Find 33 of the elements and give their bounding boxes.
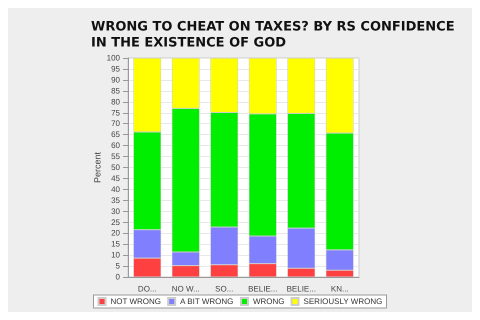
x-tick-label: BELIE... xyxy=(248,284,278,294)
y-tick-label: 30 xyxy=(111,206,121,216)
y-tick-label: 45 xyxy=(111,174,121,183)
y-tick-label: 10 xyxy=(111,250,121,260)
y-tick-label: 95 xyxy=(111,64,121,74)
y-tick-label: 15 xyxy=(111,240,121,249)
legend-label: A BIT WRONG xyxy=(180,297,234,306)
y-tick-label: 75 xyxy=(111,108,121,118)
x-tick-label: DO... xyxy=(138,284,157,294)
x-tick-label: SO... xyxy=(215,284,234,294)
y-tick-label: 25 xyxy=(111,218,121,227)
chart-title: WRONG TO CHEAT ON TAXES? BY RS CONFIDENCE IN THE EXISTENCE OF GOD xyxy=(91,20,455,50)
y-tick-label: 20 xyxy=(111,228,121,238)
x-tick-label: BELIE... xyxy=(286,284,316,294)
y-tick-label: 60 xyxy=(111,141,121,150)
y-tick-label: 50 xyxy=(111,163,121,172)
legend-label: WRONG xyxy=(252,297,285,306)
y-tick-label: 70 xyxy=(111,119,121,128)
y-tick-label: 55 xyxy=(111,152,121,162)
y-tick-label: 65 xyxy=(111,130,121,140)
y-tick-label: 80 xyxy=(111,97,121,106)
y-tick-label: 90 xyxy=(111,75,121,84)
y-tick-label: 40 xyxy=(111,184,121,194)
legend-label: SERIOUSLY WRONG xyxy=(304,297,382,306)
y-tick-label: 85 xyxy=(111,86,121,96)
y-axis-title: Percent xyxy=(92,152,102,184)
x-tick-label: NO W... xyxy=(172,284,200,294)
legend-label: NOT WRONG xyxy=(110,297,162,306)
y-tick-label: 35 xyxy=(111,196,121,205)
x-tick-label: KN... xyxy=(330,284,349,294)
y-tick-label: 100 xyxy=(106,54,121,62)
y-tick-label: 5 xyxy=(116,262,121,271)
y-tick-label: 0 xyxy=(116,272,121,282)
